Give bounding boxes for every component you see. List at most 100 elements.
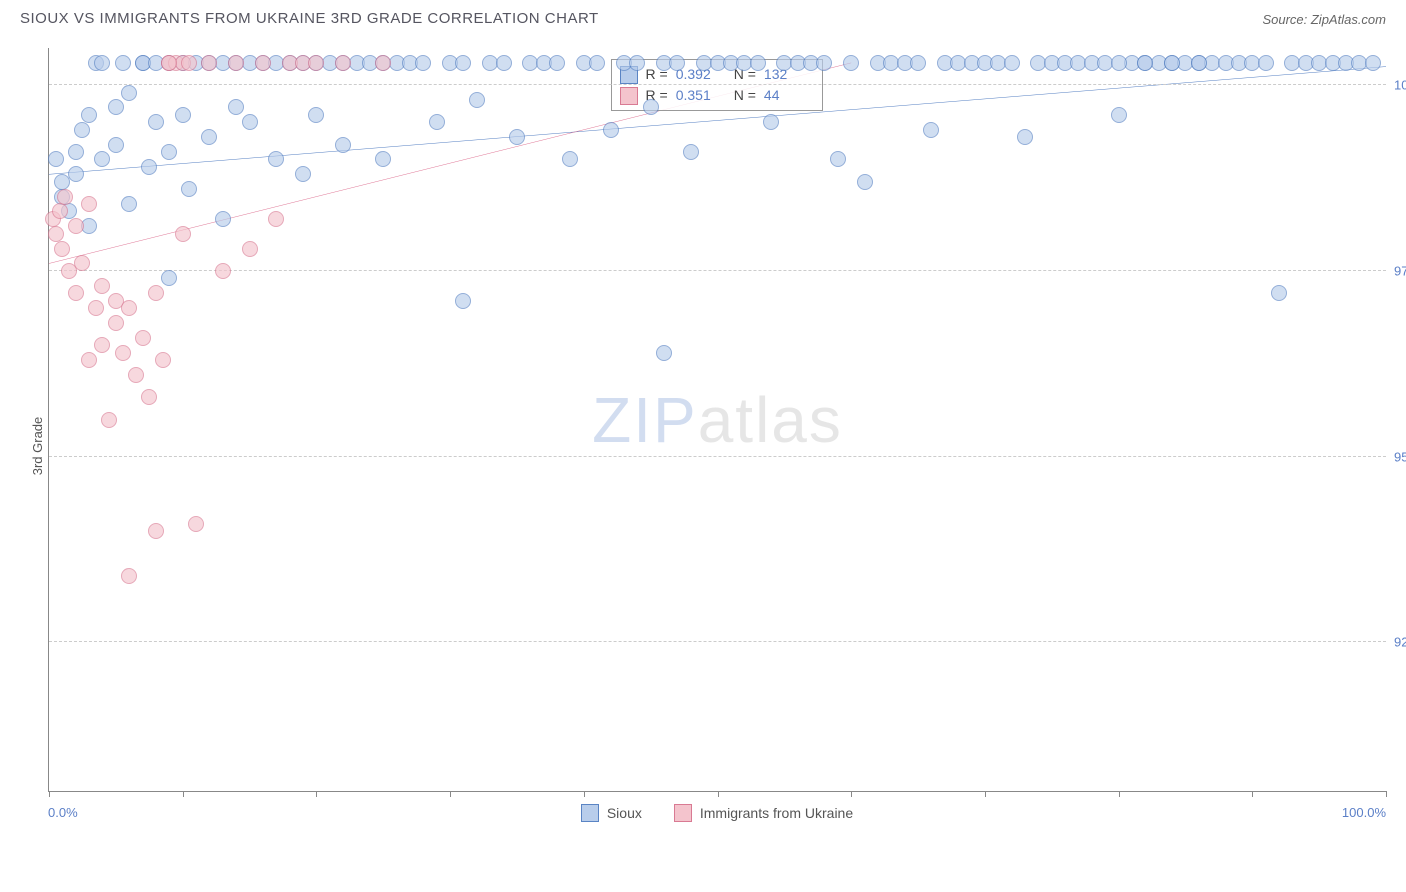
x-tick-mark [1252,791,1253,797]
stat-n-value: 44 [764,85,814,106]
scatter-point-sioux [843,55,859,71]
scatter-point-ukraine [335,55,351,71]
x-tick-mark [316,791,317,797]
scatter-point-ukraine [201,55,217,71]
plot-area: ZIPatlas R =0.392N =132R =0.351N =44 92.… [48,48,1386,792]
scatter-point-sioux [375,151,391,167]
scatter-point-sioux [1271,285,1287,301]
x-tick-mark [584,791,585,797]
scatter-point-sioux [455,293,471,309]
scatter-point-ukraine [268,211,284,227]
watermark: ZIPatlas [592,383,843,457]
scatter-point-sioux [656,345,672,361]
scatter-point-ukraine [228,55,244,71]
scatter-point-sioux [923,122,939,138]
x-tick-mark [718,791,719,797]
scatter-point-sioux [1137,55,1153,71]
scatter-point-sioux [295,166,311,182]
y-tick-label: 100.0% [1394,78,1406,93]
scatter-point-sioux [148,114,164,130]
legend-swatch [581,804,599,822]
chart-area: ZIPatlas R =0.392N =132R =0.351N =44 92.… [48,48,1386,832]
scatter-point-ukraine [57,189,73,205]
scatter-point-sioux [469,92,485,108]
scatter-point-sioux [141,159,157,175]
scatter-point-sioux [830,151,846,167]
scatter-point-ukraine [81,352,97,368]
scatter-point-sioux [115,55,131,71]
scatter-point-ukraine [308,55,324,71]
chart-title: SIOUX VS IMMIGRANTS FROM UKRAINE 3RD GRA… [20,10,599,27]
x-tick-mark [1119,791,1120,797]
scatter-point-ukraine [74,255,90,271]
scatter-point-sioux [1365,55,1381,71]
x-tick-mark [183,791,184,797]
scatter-point-ukraine [52,203,68,219]
scatter-point-sioux [175,107,191,123]
scatter-point-ukraine [101,412,117,428]
scatter-point-sioux [335,137,351,153]
legend-label: Immigrants from Ukraine [700,805,853,821]
x-tick-mark [851,791,852,797]
scatter-point-sioux [496,55,512,71]
scatter-point-ukraine [94,278,110,294]
scatter-point-sioux [1111,55,1127,71]
legend-label: Sioux [607,805,642,821]
scatter-point-ukraine [121,300,137,316]
scatter-point-ukraine [181,55,197,71]
scatter-point-sioux [1164,55,1180,71]
scatter-point-sioux [68,166,84,182]
scatter-point-ukraine [135,330,151,346]
x-tick-mark [1386,791,1387,797]
scatter-point-ukraine [161,55,177,71]
x-tick-mark [985,791,986,797]
scatter-point-ukraine [242,241,258,257]
scatter-point-sioux [683,144,699,160]
scatter-point-ukraine [188,516,204,532]
scatter-point-ukraine [141,389,157,405]
scatter-point-sioux [763,114,779,130]
scatter-point-sioux [48,151,64,167]
scatter-point-sioux [1111,107,1127,123]
scatter-point-ukraine [121,568,137,584]
scatter-point-sioux [816,55,832,71]
stat-r-value: 0.351 [676,85,726,106]
scatter-point-ukraine [115,345,131,361]
scatter-point-sioux [549,55,565,71]
scatter-point-sioux [108,137,124,153]
gridline-h [49,456,1386,457]
scatter-point-sioux [94,151,110,167]
scatter-point-ukraine [128,367,144,383]
scatter-point-ukraine [148,523,164,539]
scatter-point-sioux [429,114,445,130]
scatter-point-sioux [910,55,926,71]
scatter-point-sioux [415,55,431,71]
scatter-point-sioux [161,144,177,160]
scatter-point-sioux [74,122,90,138]
scatter-point-sioux [81,107,97,123]
scatter-point-sioux [215,211,231,227]
scatter-point-ukraine [68,285,84,301]
x-tick-mark [49,791,50,797]
scatter-point-ukraine [215,263,231,279]
y-tick-label: 95.0% [1394,449,1406,464]
scatter-point-sioux [589,55,605,71]
scatter-point-sioux [562,151,578,167]
gridline-h [49,84,1386,85]
scatter-point-sioux [308,107,324,123]
legend-swatch [674,804,692,822]
scatter-point-sioux [201,129,217,145]
scatter-point-sioux [161,270,177,286]
trend-lines [49,48,1386,791]
scatter-point-ukraine [81,196,97,212]
scatter-point-sioux [121,196,137,212]
legend-item-ukraine: Immigrants from Ukraine [674,804,853,822]
scatter-point-ukraine [48,226,64,242]
y-tick-label: 97.5% [1394,263,1406,278]
scatter-point-sioux [750,55,766,71]
scatter-point-sioux [181,181,197,197]
scatter-point-sioux [268,151,284,167]
scatter-point-sioux [669,55,685,71]
y-axis-label: 3rd Grade [30,417,45,476]
scatter-point-sioux [1258,55,1274,71]
